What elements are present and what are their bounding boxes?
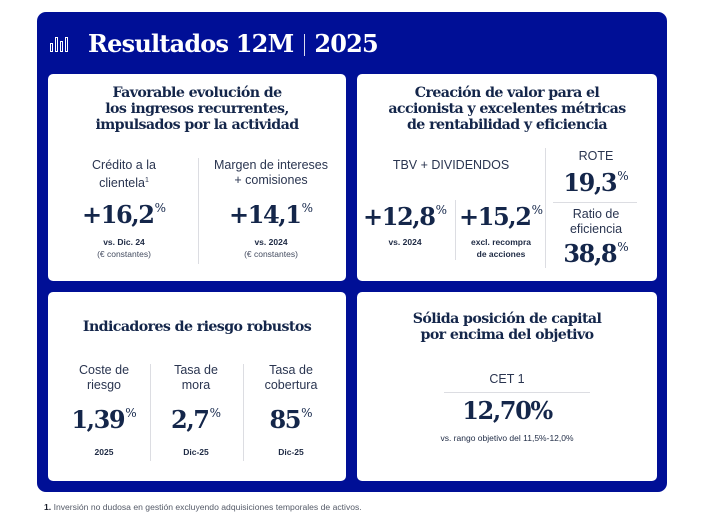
card-ingresos: Favorable evolución de los ingresos recu… — [48, 74, 346, 281]
year: 2025 — [314, 28, 378, 58]
divider — [553, 202, 637, 203]
metric-note-margen: vs. 2024 — [254, 237, 288, 247]
footnote: 1. Inversión no dudosa en gestión excluy… — [44, 502, 362, 512]
card-riesgo: Indicadores de riesgo robustos Coste de … — [48, 292, 346, 481]
footnote-ref: 1 — [144, 177, 149, 184]
card-title: Creación de valor para el accionista y e… — [388, 85, 626, 133]
card-valor: Creación de valor para el accionista y e… — [357, 74, 657, 281]
divider — [198, 158, 199, 264]
card-title: Favorable evolución de los ingresos recu… — [95, 85, 299, 133]
metric-subnote-credito: (€ constantes) — [97, 249, 151, 259]
tbv-label: TBV + DIVIDENDOS — [392, 158, 510, 172]
cet1-value: 12,70% — [462, 396, 553, 425]
eficiencia-label: Ratio de eficiencia — [569, 207, 623, 236]
rote-label: ROTE — [578, 149, 614, 163]
divider — [150, 364, 151, 461]
metric-note-coste: 2025 — [94, 447, 114, 457]
metric-label-margen: Margen de intereses + comisiones — [214, 158, 328, 187]
metric-note-tbv: vs. 2024 — [388, 237, 422, 247]
card-title: Sólida posición de capital por encima de… — [412, 311, 602, 343]
metric-note-credito: vs. Dic. 24 — [103, 237, 145, 247]
page-title: Resultados 12M 2025 — [88, 28, 379, 58]
metric-note-cobertura: Dic-25 — [278, 447, 304, 457]
bar-chart-icon — [50, 34, 72, 52]
divider — [243, 364, 244, 461]
cet1-label: CET 1 — [489, 372, 525, 386]
card-title: Indicadores de riesgo robustos — [82, 319, 312, 335]
eficiencia-value: 38,8% — [563, 239, 629, 268]
metric-value-tbv: +12,8% — [363, 202, 447, 231]
divider — [545, 148, 546, 268]
title-divider — [304, 34, 306, 56]
metric-subnote-margen: (€ constantes) — [244, 249, 298, 259]
metric-value-tbv-excl: +15,2% — [459, 202, 543, 231]
metric-label-coste: Coste de riesgo — [78, 363, 130, 392]
metric-value-margen: +14,1% — [229, 200, 313, 229]
metric-label-mora: Tasa de mora — [174, 363, 218, 392]
metric-value-coste: 1,39% — [71, 405, 137, 434]
metric-value-credito: +16,2% — [82, 200, 166, 229]
divider — [455, 200, 456, 260]
divider — [444, 392, 590, 393]
metric-value-mora: 2,7% — [171, 405, 221, 434]
metric-value-cobertura: 85% — [269, 405, 313, 434]
metric-note-mora: Dic-25 — [183, 447, 209, 457]
header: Resultados 12M 2025 — [50, 24, 379, 62]
card-capital: Sólida posición de capital por encima de… — [357, 292, 657, 481]
metric-label-credito: Crédito a la clientela1 — [92, 158, 156, 190]
cet1-note: vs. rango objetivo del 11,5%-12,0% — [440, 433, 574, 443]
metric-note-tbv-excl: excl. recompra de acciones — [470, 237, 531, 259]
metric-label-cobertura: Tasa de cobertura — [264, 363, 318, 392]
rote-value: 19,3% — [563, 168, 629, 197]
